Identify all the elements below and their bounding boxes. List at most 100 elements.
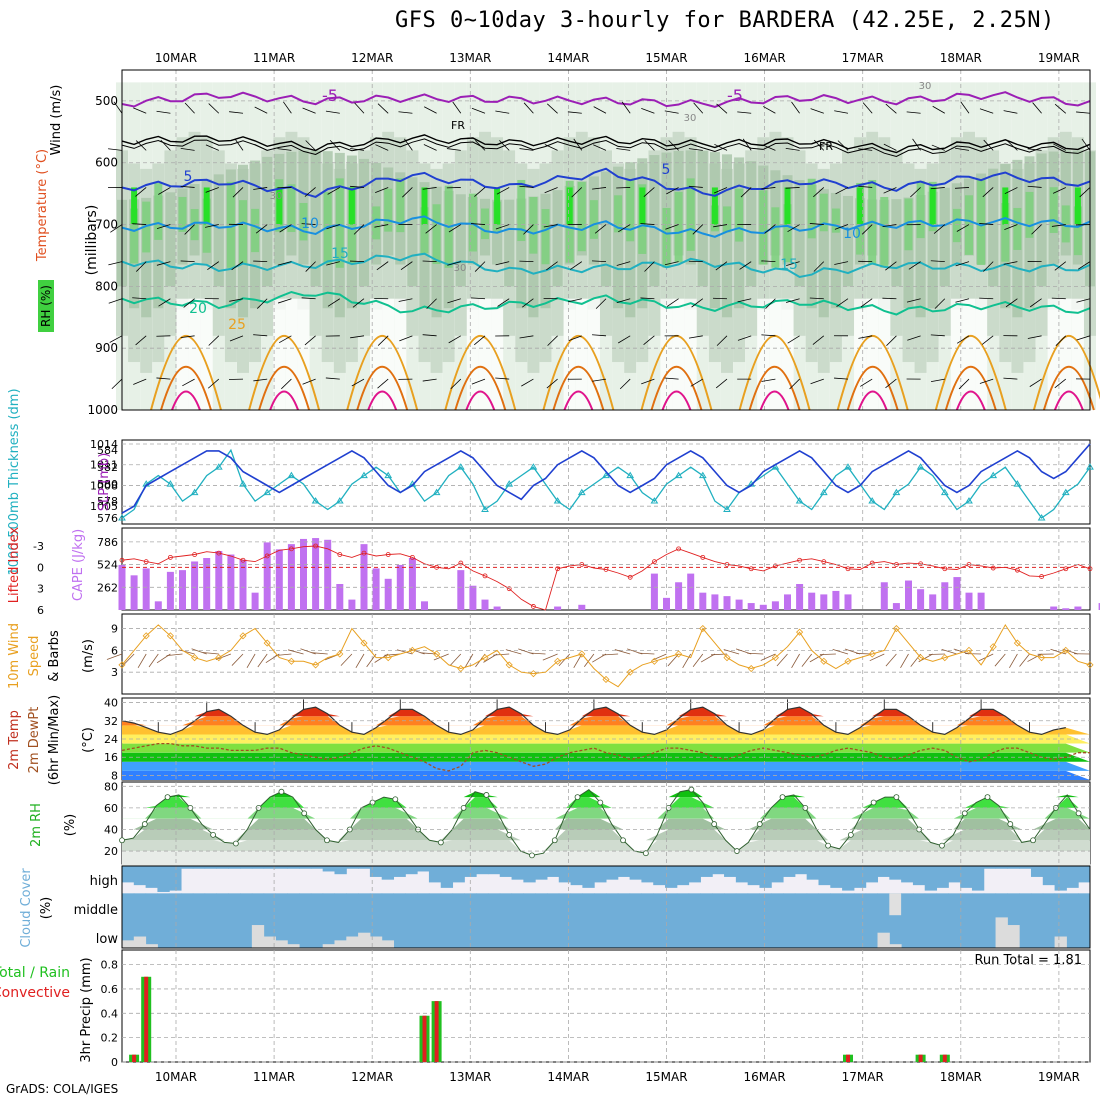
rh-point — [893, 794, 900, 801]
wind-barb — [399, 335, 413, 342]
cloud-cell-middle — [417, 893, 430, 948]
rh-shade — [818, 189, 829, 318]
cape-axis-label: CAPE (J/kg) — [71, 529, 86, 601]
wind-speed-point — [796, 628, 804, 636]
cloud-cell-middle — [853, 893, 867, 948]
wind-barb — [156, 261, 171, 266]
rh-shade — [335, 178, 344, 268]
li-point — [1039, 574, 1044, 579]
wind-barb — [812, 335, 825, 345]
thickness-tick-label: 580 — [97, 478, 118, 491]
cape-bar — [154, 601, 162, 610]
warm-contour — [160, 365, 212, 411]
cloud-cell-high — [499, 866, 513, 877]
cape-bar — [396, 564, 404, 610]
wind-barb — [543, 224, 558, 228]
thickness-point — [529, 463, 538, 470]
li-point — [700, 554, 706, 560]
cloud-cell-middle — [440, 893, 454, 948]
rh-shade — [154, 183, 163, 240]
rh-shade — [239, 200, 247, 264]
li-point — [603, 567, 609, 572]
rh-shade — [382, 298, 395, 410]
cape-bar — [953, 577, 961, 610]
cloud-cell-high — [582, 866, 595, 888]
cape-bar — [784, 594, 791, 610]
wind-speed-point — [723, 654, 731, 662]
cloud-cell-middle — [901, 893, 914, 948]
wind-speed-point — [142, 632, 150, 640]
cloud-cell-middle — [818, 893, 831, 948]
wind-barb — [325, 377, 340, 380]
thickness-tick-label: 582 — [97, 461, 118, 474]
precip-tick-label: 0.2 — [101, 1032, 119, 1045]
wind-speed-point — [747, 664, 755, 673]
cloud-cell-high — [192, 866, 206, 869]
cape-bar — [348, 599, 356, 610]
cloud-cell-middle — [487, 893, 501, 948]
warm-contour — [258, 365, 311, 411]
cape-bar — [759, 604, 767, 610]
rh-point — [939, 842, 945, 849]
surface-wind-barb — [809, 653, 824, 663]
temp-series-line — [121, 706, 1066, 736]
wind-barb — [621, 101, 631, 114]
rh-shade — [178, 196, 187, 232]
wind-barb — [742, 138, 752, 151]
rh-shade — [552, 190, 563, 287]
wind-speed-point — [191, 654, 199, 662]
wind-barb — [765, 298, 776, 309]
rh-shade — [1071, 298, 1084, 410]
rh-tick-label: 80 — [104, 780, 118, 793]
wind-barb — [886, 335, 897, 346]
cloud-cell-middle — [381, 893, 395, 948]
cloud-cell-high — [594, 866, 607, 883]
wind-barb — [302, 378, 316, 385]
surface-wind-barb — [747, 652, 764, 655]
rh-shade — [566, 187, 573, 225]
thickness-point — [577, 488, 586, 496]
surface-wind-barb — [542, 653, 558, 661]
rh-point — [642, 850, 649, 857]
cloud-cell-high — [570, 866, 583, 886]
cloud-cell-middle — [181, 893, 194, 948]
cape-bar — [796, 584, 804, 610]
surface-wind-barb — [202, 652, 219, 655]
wind-barb — [882, 297, 897, 300]
rh-point — [232, 840, 239, 847]
surface-wind-barb — [529, 652, 546, 655]
cloud-cell-middle — [511, 893, 524, 948]
cloud-cell-middle — [912, 893, 926, 948]
rh-shade — [276, 187, 283, 225]
warm-contour — [748, 365, 801, 411]
wind-barb — [981, 335, 994, 345]
wind-barb — [570, 261, 583, 270]
li-point — [1087, 566, 1093, 572]
cloud-cell-high — [842, 866, 855, 891]
cloud-cell-high — [157, 866, 170, 892]
wind-barb — [422, 260, 437, 263]
cloud-cell-high — [1042, 866, 1056, 886]
surface-wind-barb — [819, 653, 836, 656]
warm-contour — [1042, 365, 1095, 411]
rh-shade — [975, 298, 988, 410]
contour-label: 30 — [270, 191, 283, 202]
rh-shade — [299, 202, 308, 241]
wind-barb — [1003, 261, 1018, 265]
surface-wind-barb — [311, 652, 328, 655]
wind-barb — [424, 106, 437, 114]
cloud-cell-high — [169, 866, 182, 891]
wind-barb — [350, 335, 365, 339]
wind-barb — [616, 187, 631, 189]
upper-air-frame — [121, 69, 1091, 411]
wind-barb — [447, 298, 461, 304]
wind-barb — [930, 260, 945, 263]
rh-legend-swatch — [38, 280, 54, 332]
wind-barb — [664, 110, 679, 114]
thickness-series-line — [121, 448, 1091, 519]
wind-barb — [374, 224, 389, 228]
cloud-cell-high — [393, 866, 406, 877]
rh-shade — [866, 298, 879, 410]
contour-label: 30 — [919, 81, 932, 92]
rh-point — [301, 810, 308, 817]
